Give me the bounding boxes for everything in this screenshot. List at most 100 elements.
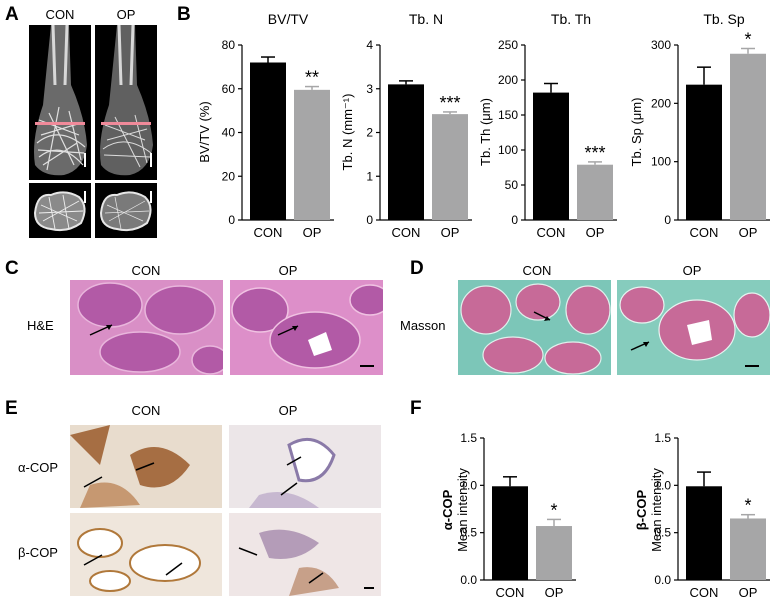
panel-letter-e: E bbox=[5, 398, 18, 419]
bcop-bar-con bbox=[686, 486, 722, 580]
bcop-y-tick-label: 1.0 bbox=[654, 478, 671, 492]
masson-con-image bbox=[458, 280, 611, 375]
bcop-y-label-line2: Mean intensity bbox=[649, 468, 664, 552]
bvtv-y-tick-label: 20 bbox=[222, 169, 236, 183]
micro-ct-con-longitudinal bbox=[29, 25, 91, 180]
he-con-image bbox=[70, 280, 223, 375]
ihc-bcop-con-image bbox=[70, 513, 222, 596]
ihc-acop-con-drawing bbox=[70, 425, 190, 508]
tbth-title: Tb. Th bbox=[551, 11, 591, 27]
bcop-significance: * bbox=[744, 496, 751, 516]
panel-c-row-label: H&E bbox=[27, 318, 54, 333]
ihc-bcop-con-drawing bbox=[77, 528, 201, 592]
tbn-y-tick-label: 2 bbox=[366, 126, 373, 140]
panel-letter-a: A bbox=[5, 4, 19, 25]
bvtv-y-tick-label: 80 bbox=[222, 38, 236, 52]
micro-ct-con-drawing bbox=[34, 25, 87, 176]
tbth-bar-con bbox=[533, 92, 569, 220]
ihc-bcop-op-drawing bbox=[238, 529, 374, 596]
bcop-y-tick-label: 0.0 bbox=[654, 573, 671, 587]
bcop-y-tick-label: 1.5 bbox=[654, 431, 671, 445]
panel-c-op-label: OP bbox=[278, 263, 298, 278]
panel-d-con-label: CON bbox=[522, 263, 552, 278]
tbn-significance: *** bbox=[439, 93, 460, 113]
panel-letter-c: C bbox=[5, 258, 19, 279]
bvtv-bar-con bbox=[250, 62, 286, 220]
tbn-y-tick-label: 3 bbox=[366, 82, 373, 96]
bcop-bar-op bbox=[730, 518, 766, 580]
micro-ct-op-cross-drawing bbox=[99, 191, 152, 232]
panel-letter-d: D bbox=[410, 258, 424, 279]
ihc-acop-op-image bbox=[229, 425, 381, 508]
tbth-y-tick-label: 150 bbox=[498, 108, 518, 122]
tbth-bar-op bbox=[577, 164, 613, 220]
tbsp-y-tick-label: 0 bbox=[664, 213, 671, 227]
masson-con-drawing bbox=[460, 283, 611, 375]
tbsp-bar-op bbox=[730, 53, 766, 220]
panel-a-con-label: CON bbox=[45, 7, 75, 22]
bvtv-significance: ** bbox=[305, 68, 319, 88]
masson-op-image bbox=[617, 280, 770, 375]
bcop-x-tick-label: OP bbox=[739, 585, 758, 600]
masson-op-drawing bbox=[619, 286, 770, 367]
panel-a-op-label: OP bbox=[116, 7, 136, 22]
tbsp-title: Tb. Sp bbox=[703, 11, 744, 27]
tbsp-y-tick-label: 100 bbox=[651, 155, 671, 169]
acop-x-tick-label: CON bbox=[496, 585, 525, 600]
acop-y-tick-label: 1.5 bbox=[460, 431, 477, 445]
panel-c-con-label: CON bbox=[131, 263, 161, 278]
panel-d-row-label: Masson bbox=[400, 318, 446, 333]
tbth-y-tick-label: 250 bbox=[498, 38, 518, 52]
tbsp-x-tick-label: CON bbox=[690, 225, 719, 240]
tbn-y-tick-label: 4 bbox=[366, 38, 373, 52]
bvtv-x-tick-label: OP bbox=[303, 225, 322, 240]
ihc-bcop-op-image bbox=[229, 513, 381, 596]
panel-e-row2-label: β-COP bbox=[18, 545, 58, 560]
tbn-bar-con bbox=[388, 84, 424, 220]
he-op-image bbox=[230, 280, 383, 375]
he-con-drawing bbox=[77, 282, 223, 375]
bcop-y-tick-label: 0.5 bbox=[654, 526, 671, 540]
tbn-y-label: Tb. N (mm⁻¹) bbox=[340, 94, 355, 171]
tbth-y-label: Tb. Th (μm) bbox=[478, 98, 493, 166]
acop-bar-con bbox=[492, 486, 528, 580]
acop-y-tick-label: 0.0 bbox=[460, 573, 477, 587]
bvtv-x-tick-label: CON bbox=[254, 225, 283, 240]
acop-y-tick-label: 1.0 bbox=[460, 478, 477, 492]
bvtv-y-tick-label: 0 bbox=[228, 213, 235, 227]
tbth-x-tick-label: OP bbox=[586, 225, 605, 240]
tbn-x-tick-label: CON bbox=[392, 225, 421, 240]
tbn-title: Tb. N bbox=[409, 11, 443, 27]
tbn-y-tick-label: 1 bbox=[366, 169, 373, 183]
micro-ct-con-cross-drawing bbox=[33, 191, 86, 232]
acop-bar-op bbox=[536, 526, 572, 580]
bvtv-title: BV/TV bbox=[268, 11, 309, 27]
tbsp-x-tick-label: OP bbox=[739, 225, 758, 240]
acop-significance: * bbox=[550, 500, 557, 520]
panel-d-op-label: OP bbox=[682, 263, 702, 278]
panel-e-con-label: CON bbox=[131, 403, 161, 418]
bvtv-y-tick-label: 40 bbox=[222, 126, 236, 140]
micro-ct-op-longitudinal bbox=[95, 25, 157, 180]
panel-e-op-label: OP bbox=[278, 403, 298, 418]
panel-e-row1-label: α-COP bbox=[18, 460, 59, 475]
bvtv-y-label: BV/TV (%) bbox=[197, 101, 212, 162]
panel-letter-f: F bbox=[410, 398, 422, 419]
ihc-acop-op-drawing bbox=[249, 437, 336, 508]
tbth-y-tick-label: 0 bbox=[511, 213, 518, 227]
tbth-y-tick-label: 200 bbox=[498, 73, 518, 87]
acop-y-tick-label: 0.5 bbox=[460, 526, 477, 540]
tbth-y-tick-label: 100 bbox=[498, 143, 518, 157]
acop-x-tick-label: OP bbox=[545, 585, 564, 600]
tbsp-y-label: Tb. Sp (μm) bbox=[629, 98, 644, 167]
tbth-x-tick-label: CON bbox=[537, 225, 566, 240]
tbn-x-tick-label: OP bbox=[441, 225, 460, 240]
panel-letter-b: B bbox=[177, 4, 191, 25]
acop-y-label-line1: α-COP bbox=[440, 489, 455, 530]
tbth-y-tick-label: 50 bbox=[505, 178, 519, 192]
tbn-y-tick-label: 0 bbox=[366, 213, 373, 227]
bcop-y-label-line1: β-COP bbox=[634, 489, 649, 530]
micro-ct-op-cross-section bbox=[95, 183, 157, 238]
tbsp-significance: * bbox=[744, 30, 751, 50]
micro-ct-op-drawing bbox=[100, 25, 153, 176]
